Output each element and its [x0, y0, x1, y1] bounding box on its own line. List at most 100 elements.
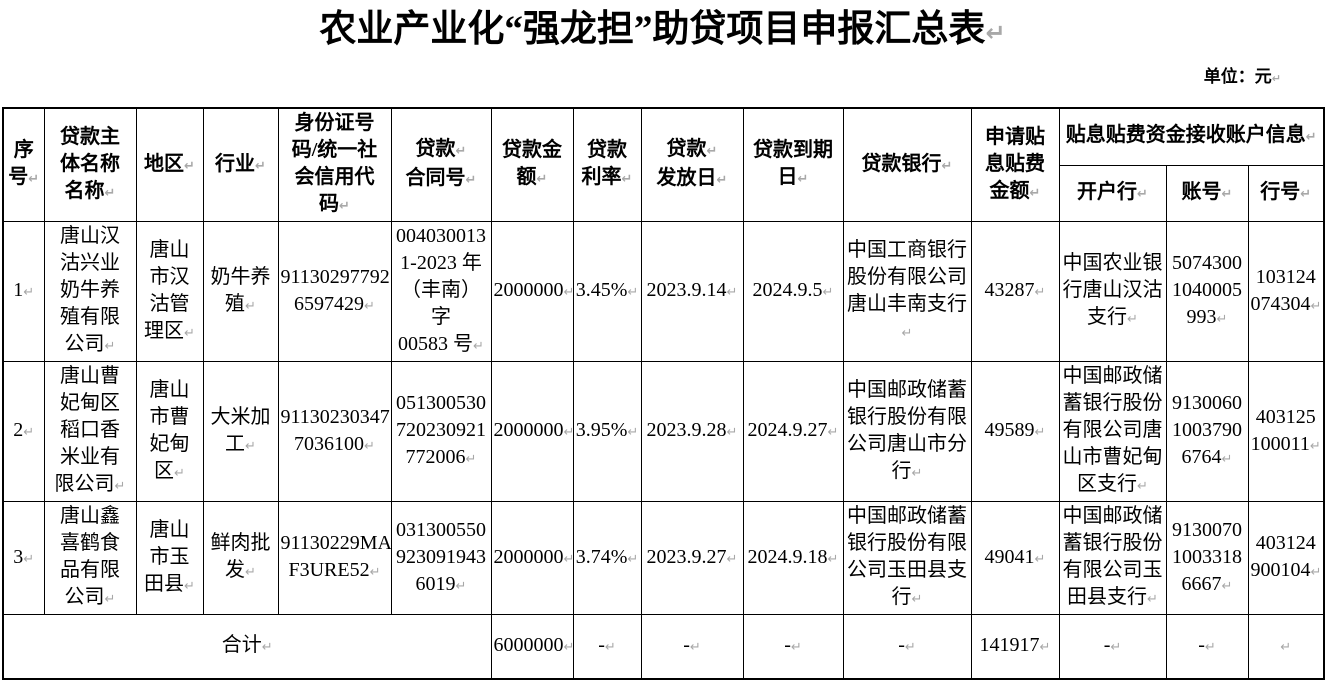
paragraph-mark: ↵: [621, 172, 633, 187]
cell-due-date: 2024.9.5↵: [742, 221, 844, 362]
cell-credit-code: 91130229MA0 F3URE52↵: [277, 501, 392, 615]
paragraph-mark: ↵: [245, 298, 256, 314]
paragraph-mark: ↵: [689, 639, 701, 655]
header-due-date: 贷款到期 日↵: [742, 107, 844, 222]
paragraph-mark: ↵: [797, 172, 809, 187]
paragraph-mark: ↵: [901, 325, 913, 341]
paragraph-mark: ↵: [706, 144, 718, 159]
paragraph-mark: ↵: [1310, 565, 1322, 580]
cell-bank-no: 103124 074304↵: [1247, 221, 1325, 362]
cell-region: 唐山 市玉 田县↵: [135, 501, 204, 615]
paragraph-mark: ↵: [184, 578, 195, 594]
header-seq: 序号↵: [2, 107, 45, 222]
cell-interest-rate: 3.45%↵: [572, 221, 642, 362]
paragraph-mark: ↵: [261, 639, 273, 655]
cell-seq: 2↵: [2, 361, 45, 502]
total-interest-rate: -↵: [572, 614, 642, 679]
paragraph-mark: ↵: [1029, 185, 1041, 201]
header-row-sub: 开户行↵ 账号↵ 行号↵: [3, 164, 1325, 223]
paragraph-mark: ↵: [455, 578, 467, 594]
cell-account-no: 9130070 1003318 6667↵: [1165, 501, 1249, 615]
cell-account-bank: 中国农业银 行唐山汉沽 支行↵: [1058, 221, 1167, 362]
header-subsidy-amount: 申请贴 息贴费 金额↵: [970, 107, 1060, 222]
paragraph-mark: ↵: [604, 639, 616, 655]
cell-contract-no: 051300530 720230921 772006↵: [390, 361, 492, 502]
total-due-date: -↵: [742, 614, 844, 679]
paragraph-mark: ↵: [1280, 639, 1292, 655]
paragraph-mark: ↵: [1034, 285, 1046, 300]
table-row: 1↵ 唐山汉 沽兴业 奶牛养 殖有限 公司↵ 唐山 市汉 沽管 理区↵ 奶牛养 殖↵ 91130…: [2, 221, 1325, 362]
cell-lending-bank: 中国邮政储蓄 银行股份有限 公司唐山市分 行↵: [842, 361, 972, 502]
paragraph-mark: ↵: [339, 199, 350, 214]
paragraph-mark: ↵: [255, 158, 266, 174]
total-loan-amount: 6000000↵: [490, 614, 574, 679]
header-row-top: 序号↵ 贷款主 体名称 名称↵ 地区↵ 行业↵ 身份证号 码/统一社 会信用代 码↵ 贷款…: [2, 107, 1325, 222]
header-interest-rate: 贷款 利率↵: [572, 107, 642, 222]
cell-account-no: 5074300 1040005 993↵: [1165, 221, 1249, 362]
paragraph-mark: ↵: [911, 465, 923, 481]
paragraph-mark: ↵: [23, 551, 35, 567]
total-row: 合计↵ 6000000↵ -↵ -↵ -↵ -↵ 141917↵ -↵ -↵ ↵: [2, 614, 1325, 679]
paragraph-mark: ↵: [455, 144, 467, 159]
paragraph-mark: ↵: [473, 339, 484, 354]
cell-bank-no: 403124 900104↵: [1247, 501, 1325, 615]
header-contract-no: 贷款↵ 合同号↵: [390, 107, 492, 222]
total-label: 合计↵: [2, 614, 492, 679]
paragraph-mark: ↵: [1137, 479, 1148, 494]
cell-borrower-name: 唐山鑫 喜鹤食 品有限 公司↵: [43, 501, 137, 615]
paragraph-mark: ↵: [726, 285, 738, 300]
paragraph-mark: ↵: [827, 425, 839, 440]
paragraph-mark: ↵: [1309, 438, 1321, 454]
cell-subsidy-amount: 43287↵: [970, 221, 1060, 362]
cell-region: 唐山 市曹 妃甸 区↵: [135, 361, 204, 502]
cell-interest-rate: 3.95%↵: [572, 361, 642, 502]
total-subsidy-amount: 141917↵: [970, 614, 1060, 679]
paragraph-mark: ↵: [564, 285, 573, 300]
paragraph-mark: ↵: [1221, 452, 1233, 467]
cell-account-bank: 中国邮政储 蓄银行股份 有限公司唐 山市曹妃甸 区支行↵: [1058, 361, 1167, 502]
cell-subsidy-amount: 49589↵: [970, 361, 1060, 502]
paragraph-mark: ↵: [465, 452, 477, 467]
paragraph-mark: ↵: [1221, 578, 1233, 594]
paragraph-mark: ↵: [114, 479, 126, 494]
summary-table: 序号↵ 贷款主 体名称 名称↵ 地区↵ 行业↵ 身份证号 码/统一社 会信用代 码↵ 贷款…: [2, 107, 1325, 680]
header-lending-bank: 贷款银行↵: [842, 107, 972, 222]
cell-industry: 鲜肉批 发↵: [202, 501, 279, 615]
paragraph-mark: ↵: [726, 425, 738, 440]
cell-account-bank: 中国邮政储 蓄银行股份 有限公司玉 田县支行↵: [1058, 501, 1167, 615]
paragraph-mark: ↵: [822, 285, 834, 300]
paragraph-mark: ↵: [827, 551, 839, 567]
total-issue-date: -↵: [640, 614, 744, 679]
cell-issue-date: 2023.9.28↵: [640, 361, 744, 502]
table-row: 3↵ 唐山鑫 喜鹤食 品有限 公司↵ 唐山 市玉 田县↵ 鲜肉批 发↵ 91130229MA…: [2, 501, 1325, 615]
paragraph-mark: ↵: [536, 172, 548, 187]
paragraph-mark: ↵: [1204, 639, 1216, 655]
paragraph-mark: ↵: [1221, 186, 1233, 202]
paragraph-mark: ↵: [941, 158, 953, 174]
cell-industry: 大米加 工↵: [202, 361, 279, 502]
header-account-bank: 开户行↵: [1058, 164, 1167, 223]
header-bank-no: 行号↵: [1247, 164, 1325, 223]
cell-contract-no: 004030013 1-2023 年（丰南）字 00583 号↵: [390, 221, 492, 362]
paragraph-mark: ↵: [465, 173, 477, 188]
cell-borrower-name: 唐山曹 妃甸区 稻口香 米业有 限公司↵: [43, 361, 137, 502]
cell-bank-no: 403125 100011↵: [1247, 361, 1325, 502]
cell-due-date: 2024.9.18↵: [742, 501, 844, 615]
cell-loan-amount: 2000000↵: [490, 361, 574, 502]
paragraph-mark: ↵: [184, 325, 195, 341]
paragraph-mark: ↵: [174, 465, 185, 481]
cell-lending-bank: 中国邮政储蓄 银行股份有限 公司玉田县支 行↵: [842, 501, 972, 615]
cell-region: 唐山 市汉 沽管 理区↵: [135, 221, 204, 362]
paragraph-mark: ↵: [564, 640, 573, 655]
cell-credit-code: 91130230347 7036100↵: [277, 361, 392, 502]
paragraph-mark: ↵: [245, 565, 256, 580]
paragraph-mark: ↵: [1039, 639, 1051, 655]
page-title: 农业产业化“强龙担”助贷项目申报汇总表↵: [319, 9, 1006, 50]
cell-issue-date: 2023.9.14↵: [640, 221, 744, 362]
cell-credit-code: 91130297792 6597429↵: [277, 221, 392, 362]
paragraph-mark: ↵: [28, 172, 40, 187]
paragraph-mark: ↵: [1147, 592, 1158, 607]
total-lending-bank: -↵: [842, 614, 972, 679]
paragraph-mark: ↵: [1216, 312, 1228, 327]
paragraph-mark: ↵: [911, 592, 923, 607]
